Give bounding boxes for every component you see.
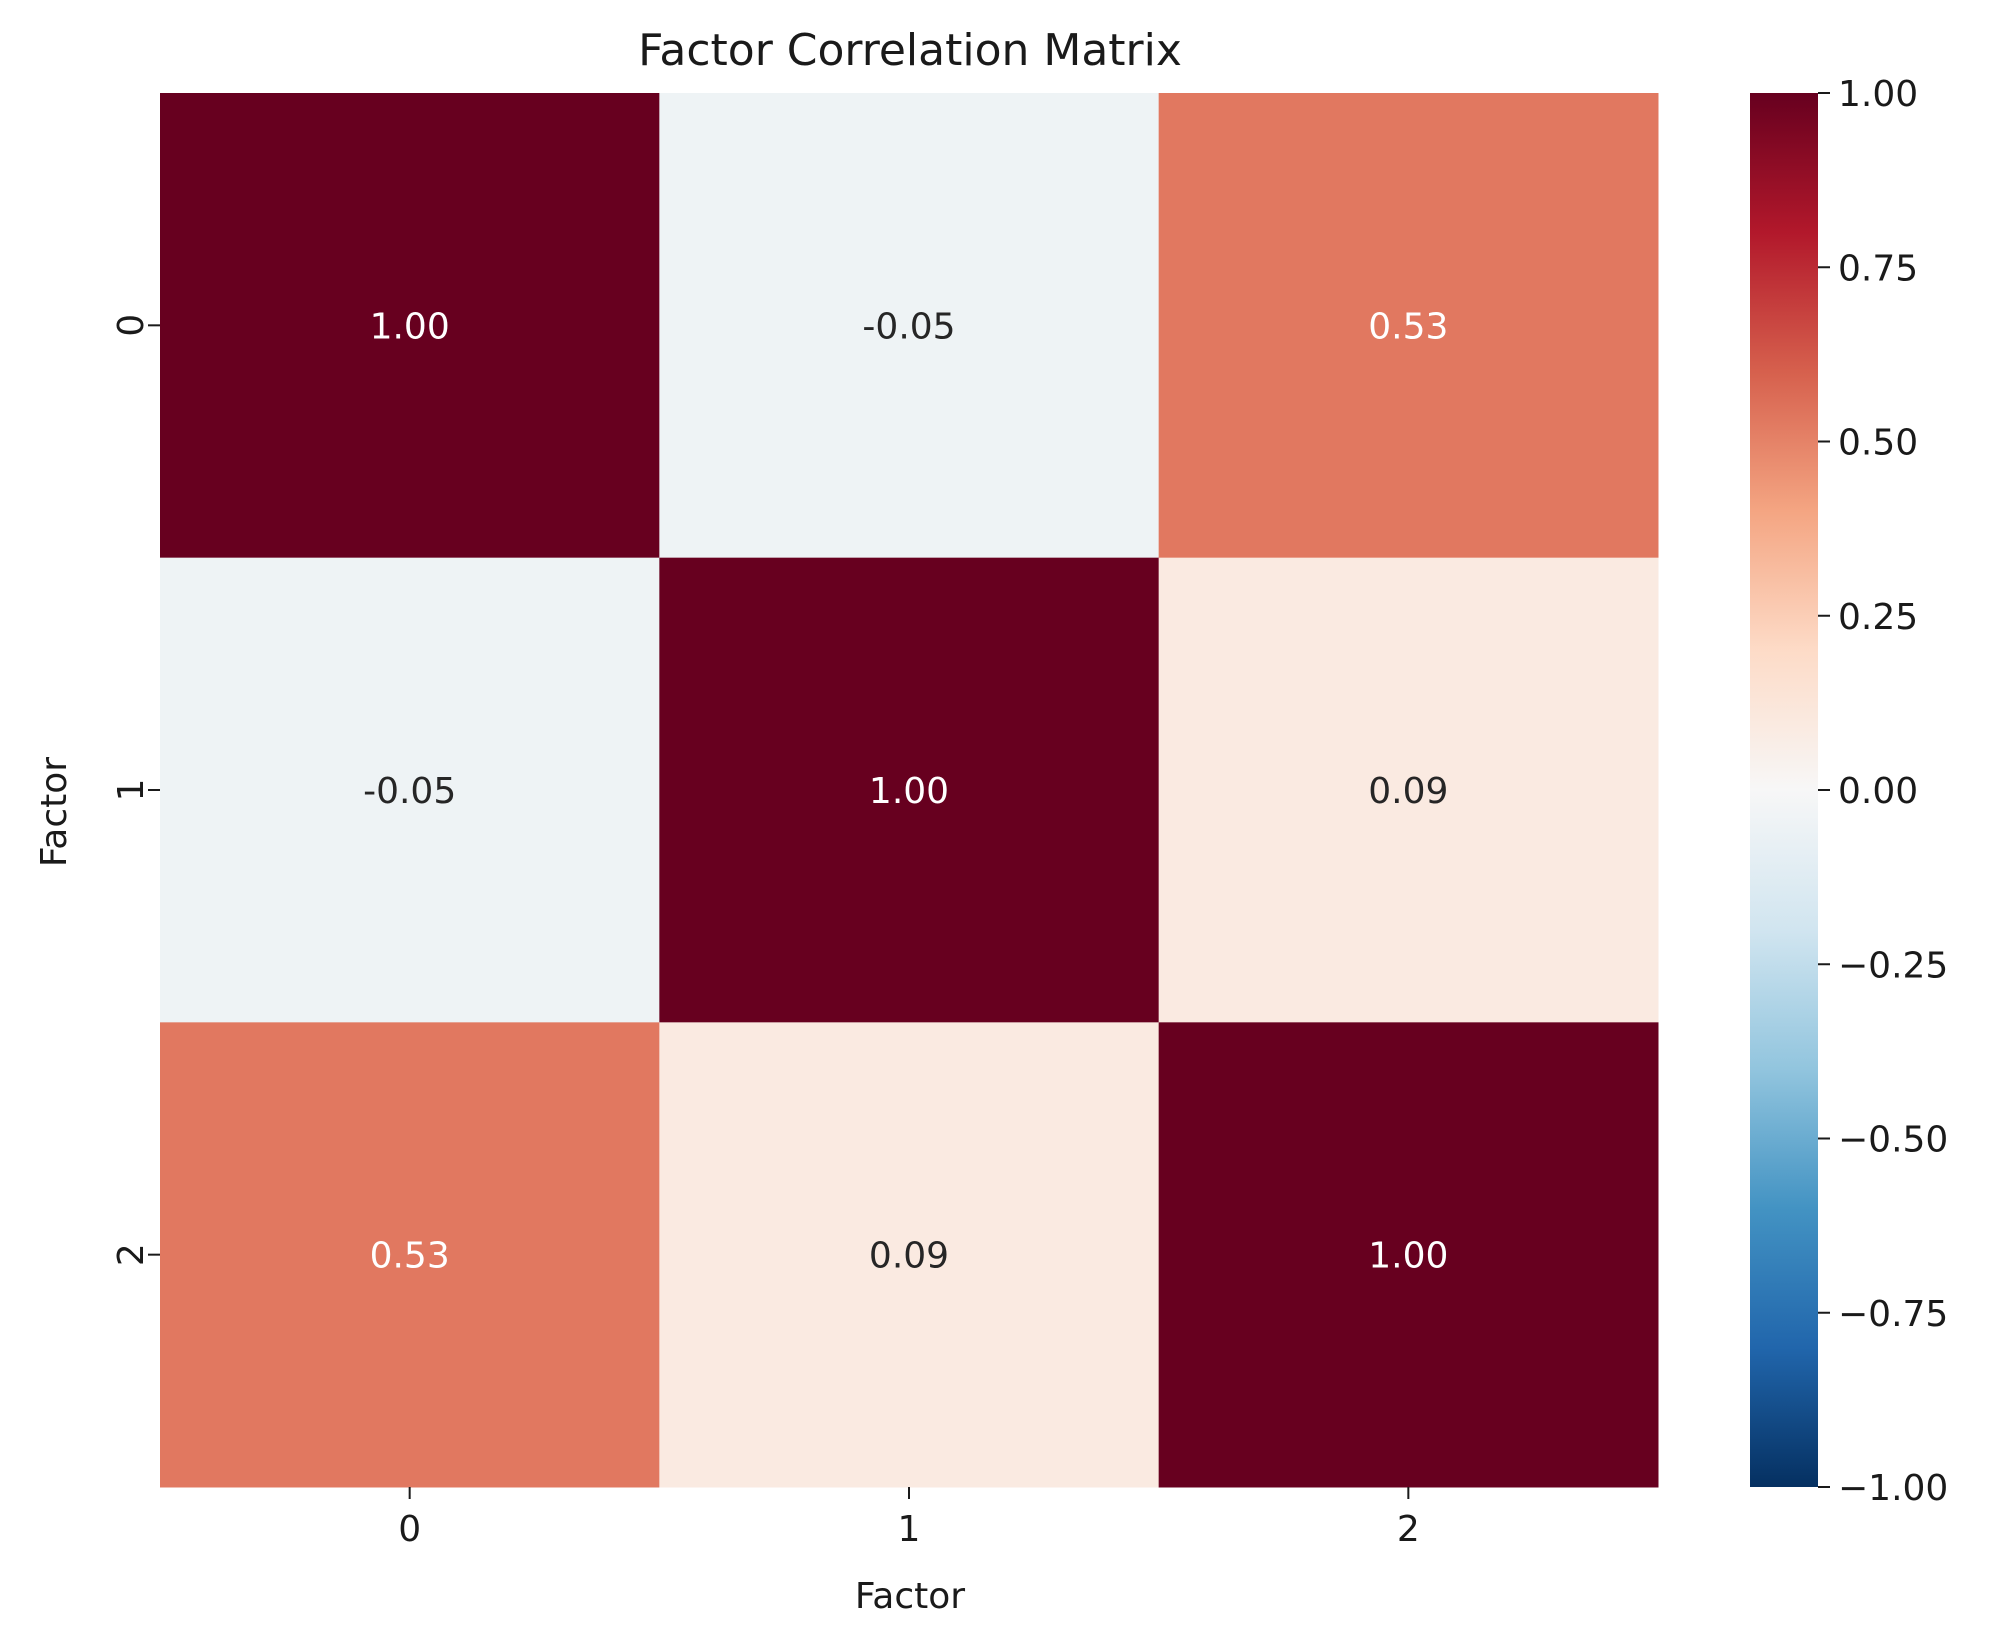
chart-title: Factor Correlation Matrix [638,25,1182,76]
colorbar-tick-label-7: −0.75 [1838,1294,1948,1335]
heatmap-cell-0-1 [659,93,1160,559]
x-axis-ticks: 0 1 2 [398,1487,1420,1550]
x-tick-label-1: 1 [898,1509,921,1550]
x-tick-label-2: 2 [1397,1509,1420,1550]
colorbar-ticks: 1.00 0.75 0.50 0.25 0.00 −0.25 −0.50 −0.75 −1.00 [1818,74,1948,1509]
y-tick-label-1: 1 [111,779,152,802]
heatmap-cell-1-1 [659,557,1160,1023]
cell-annotation-0-1: -0.05 [862,306,955,347]
heatmap-cell-1-2 [1158,557,1659,1023]
colorbar-tick-label-1: 0.75 [1838,248,1918,289]
cell-annotation-2-2: 1.00 [1368,1236,1448,1277]
heatmap-cell-0-0 [160,93,660,559]
cell-annotation-1-2: 0.09 [1368,771,1448,812]
cell-annotation-1-1: 1.00 [869,771,949,812]
cell-annotation-0-0: 1.00 [370,306,450,347]
colorbar-tick-label-8: −1.00 [1838,1468,1948,1509]
cell-annotations: 1.00 -0.05 0.53 -0.05 1.00 0.09 0.53 0.09 1.00 [363,306,1448,1276]
heatmap-cell-2-2 [1158,1022,1659,1488]
x-axis-label: Factor [855,1576,965,1617]
cell-annotation-0-2: 0.53 [1368,306,1448,347]
colorbar-tick-label-4: 0.00 [1838,771,1918,812]
heatmap-cell-2-1 [659,1022,1160,1488]
heatmap-cell-2-0 [160,1022,660,1488]
colorbar [1750,93,1818,1487]
colorbar-tick-label-0: 1.00 [1838,74,1918,115]
colorbar-tick-label-3: 0.25 [1838,597,1918,638]
y-axis-label: Factor [34,757,75,867]
colorbar-tick-label-5: −0.25 [1838,945,1948,986]
x-tick-label-0: 0 [398,1509,421,1550]
heatmap-cells [160,93,1659,1488]
heatmap-cell-0-2 [1158,93,1659,559]
cell-annotation-2-1: 0.09 [869,1236,949,1277]
colorbar-tick-label-6: −0.50 [1838,1120,1948,1161]
cell-annotation-2-0: 0.53 [370,1236,450,1277]
colorbar-tick-label-2: 0.50 [1838,423,1918,464]
y-tick-label-2: 2 [111,1243,152,1266]
y-tick-label-0: 0 [111,314,152,337]
heatmap-cell-1-0 [160,557,660,1023]
y-axis-ticks: 0 1 2 [111,314,160,1266]
cell-annotation-1-0: -0.05 [363,771,456,812]
